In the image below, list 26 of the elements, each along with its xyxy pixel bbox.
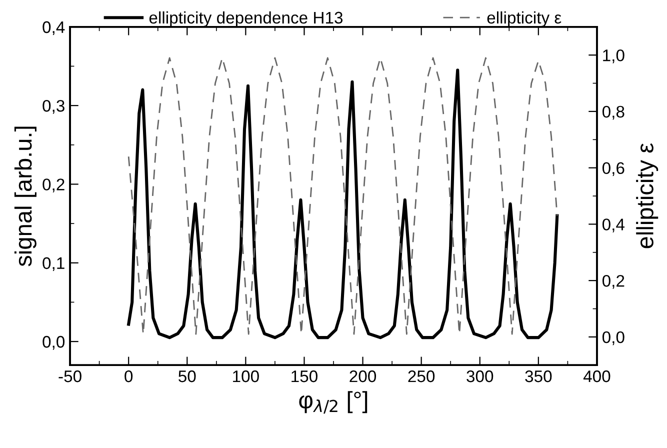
x-tick-label: -50 [58,370,82,382]
y2-tick-label: 0,8 [602,106,624,120]
x-tick-label: 100 [233,370,259,382]
y-tick-label: 0,0 [42,336,65,350]
y-axis-title: signal [arb.u.] [14,126,36,266]
x-tick-label: 150 [292,370,318,382]
y-tick-label: 0,4 [42,21,65,36]
x-tick-label: 350 [525,370,552,382]
x-tick-label: 400 [583,370,610,382]
x-tick-label: 200 [350,370,376,382]
x-tick-label: 300 [466,370,494,382]
y2-tick-label: 0,2 [602,274,624,289]
y2-tick-label: 0,4 [602,218,625,232]
y2-axis-title: ellipticity ε [636,143,658,248]
x-tick-label: 0 [124,370,133,382]
y2-tick-label: 0,0 [602,331,624,346]
legend-label: ellipticity ε [487,11,562,27]
y-tick-label: 0,1 [42,257,64,272]
y2-tick-label: 1,0 [603,49,624,64]
x-axis-title: φ$_{λ/2}$ [°] [299,391,368,414]
y-tick-label: 0,3 [42,100,64,114]
legend-label: ellipticity dependence H13 [149,11,343,27]
y2-tick-label: 0,6 [602,162,624,176]
y-tick-label: 0,2 [42,178,64,192]
x-tick-label: 50 [178,370,196,382]
x-tick-label: 250 [408,370,435,382]
